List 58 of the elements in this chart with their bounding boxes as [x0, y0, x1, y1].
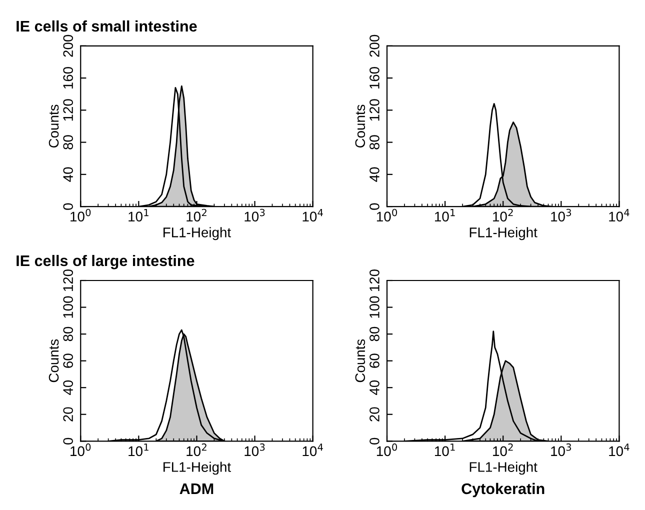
x-tick-label: 10$^{2}$	[493, 208, 513, 222]
x-axis-title: FL1-Height	[470, 462, 538, 475]
x-axis-title: FL1-Height	[470, 227, 538, 240]
y-tick-label: 120	[63, 269, 74, 292]
x-tick-label: 10$^{3}$	[551, 208, 572, 222]
y-tick-label: 80	[63, 326, 74, 342]
x-tick-label: 10$^{0}$	[376, 208, 398, 222]
y-tick-label: 0	[370, 438, 380, 444]
x-tick-label: 10$^{3}$	[244, 443, 265, 456]
x-tick-label: 10$^{3}$	[551, 443, 572, 456]
x-tick-label: 10$^{1}$	[128, 208, 148, 222]
y-tick-label: 40	[63, 380, 74, 396]
x-tick-label: 10$^{4}$	[302, 444, 323, 456]
x-tick-label: 10$^{4}$	[609, 444, 630, 456]
y-tick-label: 200	[63, 34, 74, 57]
text: ADM	[180, 483, 214, 494]
y-axis-title: Counts	[48, 339, 59, 382]
y-tick-label: 80	[63, 135, 74, 150]
y-tick-label: 40	[370, 167, 380, 182]
x-tick-label: 10$^{2}$	[186, 443, 206, 456]
x-tick-label: 10$^{4}$	[302, 208, 323, 222]
x-tick-label: 10$^{2}$	[186, 208, 206, 222]
y-tick-label: 80	[370, 326, 380, 342]
x-axis-title: FL1-Height	[164, 227, 231, 240]
y-tick-label: 20	[63, 407, 74, 422]
y-tick-label: 20	[370, 407, 380, 422]
y-axis-title: Counts	[48, 104, 59, 148]
y-tick-label: 100	[63, 296, 74, 318]
x-tick-label: 10$^{0}$	[376, 443, 398, 456]
x-tick-label: 10$^{3}$	[244, 208, 265, 222]
y-tick-label: 40	[63, 167, 74, 182]
x-axis-title: FL1-Height	[164, 462, 231, 475]
y-tick-label: 0	[370, 203, 380, 210]
y-axis-title: Counts	[355, 339, 366, 382]
x-tick-label: 10$^{4}$	[609, 208, 630, 222]
y-tick-label: 40	[370, 380, 380, 396]
y-tick-label: 120	[63, 99, 74, 121]
y-tick-label: 0	[63, 438, 74, 444]
y-tick-label: 80	[370, 135, 380, 150]
y-tick-label: 200	[370, 34, 380, 57]
y-tick-label: 160	[63, 66, 74, 89]
text: Cytokeratin	[462, 482, 544, 498]
y-tick-label: 60	[63, 354, 74, 368]
x-tick-label: 10$^{1}$	[435, 444, 455, 456]
y-tick-label: 100	[370, 296, 380, 318]
x-tick-label: 10$^{1}$	[435, 208, 455, 222]
y-tick-label: 0	[63, 203, 74, 210]
y-tick-label: 120	[370, 99, 380, 121]
x-tick-label: 10$^{2}$	[493, 443, 513, 456]
x-tick-label: 10$^{0}$	[70, 208, 91, 222]
y-tick-label: 60	[370, 354, 380, 368]
chart-title: IE cells of large intestine	[16, 254, 194, 270]
y-axis-title: Counts	[355, 104, 366, 148]
y-tick-label: 160	[370, 66, 380, 89]
x-tick-label: 10$^{1}$	[128, 444, 148, 456]
y-tick-label: 120	[370, 269, 380, 292]
chart-title: IE cells of small intestine	[16, 20, 197, 32]
x-tick-label: 10$^{0}$	[70, 443, 91, 456]
